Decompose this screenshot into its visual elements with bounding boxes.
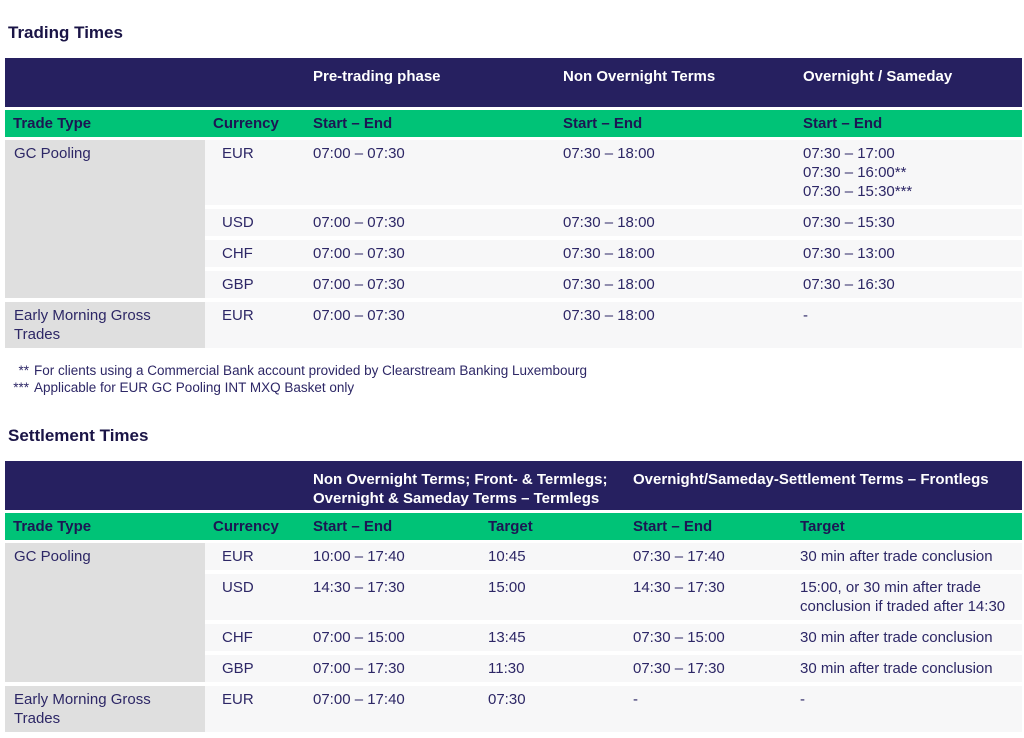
table-row: GC Pooling EUR 10:00 – 17:40 10:45 07:30… (5, 543, 1022, 686)
column-header-target-overnight: Target (792, 513, 1022, 543)
column-header-currency: Currency (205, 513, 305, 543)
footnote-marker: *** (13, 380, 29, 395)
phase-header-line: Overnight & Sameday Terms – Termlegs (313, 490, 600, 507)
target-cell: 15:00 (480, 574, 625, 624)
overnight-time-line: 07:30 – 16:00** (803, 164, 907, 181)
phase-header-pre-trading: Pre-trading phase (305, 58, 555, 110)
currency-cell: USD (205, 574, 305, 624)
pre-trading-time-cell: 07:00 – 07:30 (305, 271, 555, 302)
phase-header-spacer (5, 461, 305, 513)
currency-cell: USD (205, 209, 305, 240)
currency-cell: EUR (205, 686, 305, 736)
table-row: GBP 07:00 – 17:30 11:30 07:30 – 17:30 30… (5, 655, 1022, 686)
overnight-time-cell: 07:30 – 15:30 (795, 209, 1022, 240)
pre-trading-time-cell: 07:00 – 07:30 (305, 302, 555, 352)
trading-footnotes: ** For clients using a Commercial Bank ac… (8, 362, 1024, 396)
trade-type-cell: Early Morning Gross Trades (5, 686, 205, 736)
currency-cell: EUR (205, 302, 305, 352)
overnight-time-line: 07:30 – 17:00 (803, 145, 895, 162)
start-end-cell: 14:30 – 17:30 (305, 574, 480, 624)
column-header-start-end-non-overnight: Start – End (555, 110, 795, 140)
start-end-cell: 07:00 – 15:00 (305, 624, 480, 655)
non-overnight-time-cell: 07:30 – 18:00 (555, 140, 795, 209)
phase-header-line: Non Overnight Terms; Front- & Termlegs; (313, 471, 608, 488)
table-row: GC Pooling EUR 07:00 – 07:30 07:30 – 18:… (5, 140, 1022, 302)
footnote-marker: ** (18, 363, 29, 378)
start-end-cell: 14:30 – 17:30 (625, 574, 792, 624)
footnote-text: For clients using a Commercial Bank acco… (34, 363, 588, 378)
non-overnight-time-cell: 07:30 – 18:00 (555, 271, 795, 302)
start-end-cell: 07:00 – 17:30 (305, 655, 480, 686)
settlement-times-table: Non Overnight Terms; Front- & Termlegs; … (5, 461, 1022, 736)
overnight-time-cell: 07:30 – 13:00 (795, 240, 1022, 271)
footnote: *** Applicable for EUR GC Pooling INT MXQ… (8, 379, 1024, 396)
currency-cell: GBP (205, 655, 305, 686)
footnote-text: Applicable for EUR GC Pooling INT MXQ Ba… (34, 380, 355, 395)
pre-trading-time-cell: 07:00 – 07:30 (305, 240, 555, 271)
start-end-cell: 07:30 – 17:40 (625, 543, 792, 574)
column-header-start-end-overnight: Start – End (625, 513, 792, 543)
column-header-start-end-overnight: Start – End (795, 110, 1022, 140)
table-row: CHF 07:00 – 07:30 07:30 – 18:00 07:30 – … (5, 240, 1022, 271)
phase-header-non-overnight: Non Overnight Terms (555, 58, 795, 110)
column-header-start-end-pre: Start – End (305, 110, 555, 140)
trade-type-cell: GC Pooling (5, 140, 205, 302)
trade-type-cell: GC Pooling (5, 543, 205, 686)
target-cell: 13:45 (480, 624, 625, 655)
phase-header-overnight-sameday-settlement: Overnight/Sameday-Settlement Terms – Fro… (625, 461, 1022, 513)
target-cell: 30 min after trade conclusion (792, 624, 1022, 655)
footnote: ** For clients using a Commercial Bank ac… (8, 362, 1024, 379)
currency-cell: EUR (205, 140, 305, 209)
column-header-start-end-non-overnight: Start – End (305, 513, 480, 543)
target-cell: 11:30 (480, 655, 625, 686)
table-row: CHF 07:00 – 15:00 13:45 07:30 – 15:00 30… (5, 624, 1022, 655)
column-header-trade-type: Trade Type (5, 513, 205, 543)
start-end-cell: - (625, 686, 792, 736)
non-overnight-time-cell: 07:30 – 18:00 (555, 302, 795, 352)
target-cell: 10:45 (480, 543, 625, 574)
start-end-cell: 07:30 – 17:30 (625, 655, 792, 686)
currency-cell: EUR (205, 543, 305, 574)
target-cell: - (792, 686, 1022, 736)
table-row: Early Morning Gross Trades EUR 07:00 – 1… (5, 686, 1022, 736)
trading-times-table: Pre-trading phase Non Overnight Terms Ov… (5, 58, 1022, 352)
target-cell: 30 min after trade conclusion (792, 655, 1022, 686)
start-end-cell: 10:00 – 17:40 (305, 543, 480, 574)
trading-phase-header-row: Pre-trading phase Non Overnight Terms Ov… (5, 58, 1022, 110)
target-cell: 07:30 (480, 686, 625, 736)
table-row: USD 07:00 – 07:30 07:30 – 18:00 07:30 – … (5, 209, 1022, 240)
overnight-time-line: 07:30 – 15:30*** (803, 183, 913, 200)
currency-cell: CHF (205, 240, 305, 271)
trading-column-header-row: Trade Type Currency Start – End Start – … (5, 110, 1022, 140)
phase-header-non-overnight-terms: Non Overnight Terms; Front- & Termlegs; … (305, 461, 625, 513)
column-header-trade-type: Trade Type (5, 110, 205, 140)
trade-type-cell: Early Morning Gross Trades (5, 302, 205, 352)
table-row: GBP 07:00 – 07:30 07:30 – 18:00 07:30 – … (5, 271, 1022, 302)
start-end-cell: 07:00 – 17:40 (305, 686, 480, 736)
target-cell: 15:00, or 30 min after trade conclusion … (792, 574, 1022, 624)
overnight-time-cell: 07:30 – 17:00 07:30 – 16:00** 07:30 – 15… (795, 140, 1022, 209)
overnight-time-cell: 07:30 – 16:30 (795, 271, 1022, 302)
phase-header-spacer (5, 58, 305, 110)
table-row: Early Morning Gross Trades EUR 07:00 – 0… (5, 302, 1022, 352)
table-row: USD 14:30 – 17:30 15:00 14:30 – 17:30 15… (5, 574, 1022, 624)
settlement-column-header-row: Trade Type Currency Start – End Target S… (5, 513, 1022, 543)
column-header-target-non-overnight: Target (480, 513, 625, 543)
currency-cell: CHF (205, 624, 305, 655)
settlement-times-title: Settlement Times (8, 426, 149, 445)
phase-header-overnight-sameday: Overnight / Sameday (795, 58, 1022, 110)
column-header-currency: Currency (205, 110, 305, 140)
overnight-time-cell: - (795, 302, 1022, 352)
trading-times-title: Trading Times (8, 23, 123, 42)
settlement-phase-header-row: Non Overnight Terms; Front- & Termlegs; … (5, 461, 1022, 513)
pre-trading-time-cell: 07:00 – 07:30 (305, 140, 555, 209)
non-overnight-time-cell: 07:30 – 18:00 (555, 209, 795, 240)
target-cell: 30 min after trade conclusion (792, 543, 1022, 574)
start-end-cell: 07:30 – 15:00 (625, 624, 792, 655)
non-overnight-time-cell: 07:30 – 18:00 (555, 240, 795, 271)
currency-cell: GBP (205, 271, 305, 302)
pre-trading-time-cell: 07:00 – 07:30 (305, 209, 555, 240)
